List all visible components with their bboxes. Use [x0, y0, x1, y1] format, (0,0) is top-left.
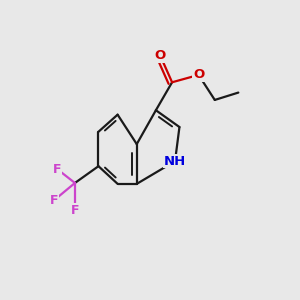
Text: F: F [71, 204, 79, 217]
Text: F: F [50, 194, 58, 207]
Text: F: F [53, 163, 61, 176]
Text: O: O [193, 68, 204, 81]
Text: O: O [155, 49, 166, 62]
Text: NH: NH [164, 155, 186, 168]
